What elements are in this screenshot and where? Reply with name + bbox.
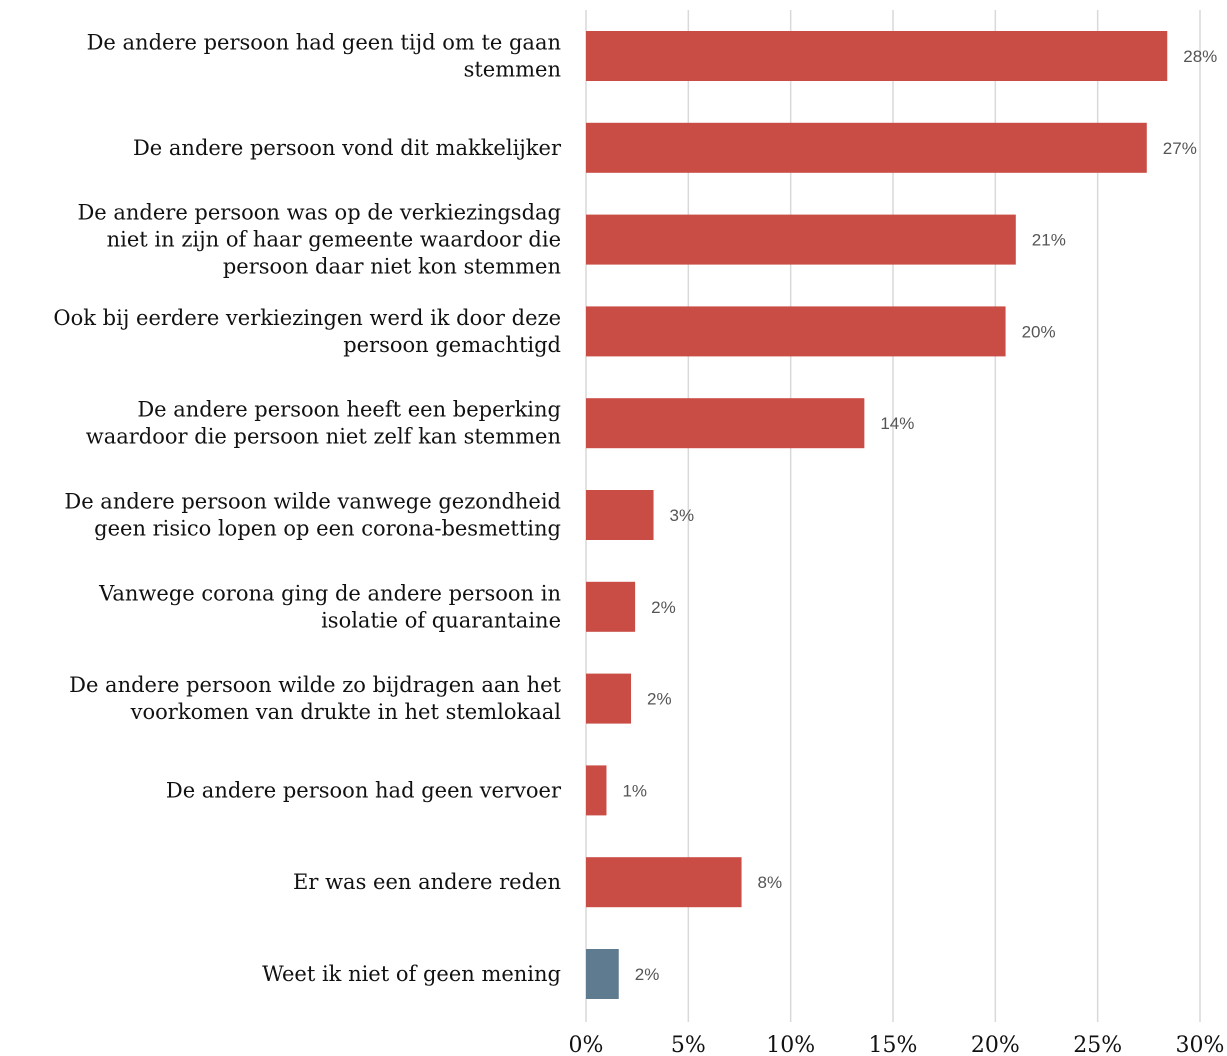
category-label: Ook bij eerdere verkiezingen werd ik doo… [53, 306, 561, 357]
category-label: De andere persoon wilde vanwege gezondhe… [64, 490, 561, 541]
category-label: De andere persoon heeft een beperking waa… [86, 398, 561, 449]
category-label-line: Er was een andere reden [293, 870, 561, 894]
category-label-line: isolatie of quarantaine [321, 608, 561, 632]
bar [586, 398, 865, 449]
data-label: 3% [670, 506, 695, 525]
x-tick-label: 25% [1073, 1033, 1122, 1056]
category-label-line: De andere persoon had geen vervoer [166, 778, 562, 802]
bar [586, 122, 1147, 173]
category-label-line: De andere persoon wilde vanwege gezondhe… [64, 490, 561, 514]
category-label-line: Vanwege corona ging de andere persoon in [98, 581, 561, 605]
category-label-line: De andere persoon was op de verkiezingsd… [77, 201, 561, 225]
bar [586, 581, 636, 632]
category-label: De andere persoon had geen vervoer [166, 778, 562, 802]
data-label: 2% [635, 965, 660, 984]
category-label: De andere persoon was op de verkiezingsd… [77, 201, 561, 279]
x-axis-ticks: 0% 5% 10% 15% 20% 25% 30% [569, 1033, 1225, 1056]
category-label-line: persoon gemachtigd [343, 333, 561, 357]
value-labels: 28% 27% 21% 20% 14% 3% 2% 2% 1% 8% 2% [622, 47, 1217, 984]
category-label: Vanwege corona ging de andere persoon in… [98, 581, 561, 632]
x-tick-label: 10% [766, 1033, 815, 1056]
data-label: 27% [1163, 139, 1197, 158]
category-label: De andere persoon had geen tijd om te ga… [87, 31, 561, 82]
category-label-line: niet in zijn of haar gemeente waardoor d… [107, 228, 561, 252]
category-label-line: voorkomen van drukte in het stemlokaal [130, 700, 562, 724]
category-label: Weet ik niet of geen mening [262, 962, 561, 986]
bar [586, 214, 1016, 265]
category-label-line: De andere persoon wilde zo bijdragen aan… [69, 673, 561, 697]
category-label-line: Ook bij eerdere verkiezingen werd ik doo… [53, 306, 561, 330]
data-label: 28% [1183, 47, 1217, 66]
category-label-line: stemmen [464, 58, 561, 82]
bar [586, 490, 654, 540]
category-label-line: De andere persoon vond dit makkelijker [133, 136, 562, 160]
data-label: 2% [651, 598, 676, 617]
category-label: De andere persoon vond dit makkelijker [133, 136, 562, 160]
gridlines [585, 10, 1201, 1022]
x-tick-label: 20% [971, 1033, 1020, 1056]
category-label-line: waardoor die persoon niet zelf kan stemm… [86, 425, 561, 449]
category-label: De andere persoon wilde zo bijdragen aan… [69, 673, 561, 724]
data-label: 20% [1022, 322, 1056, 341]
bar [586, 31, 1168, 81]
x-tick-label: 15% [869, 1033, 918, 1056]
bar [586, 949, 619, 999]
x-tick-label: 0% [569, 1033, 604, 1056]
data-label: 2% [647, 690, 672, 709]
bar [586, 765, 607, 816]
x-tick-label: 30% [1176, 1033, 1225, 1056]
category-label: Er was een andere reden [293, 870, 561, 894]
data-label: 1% [622, 781, 647, 800]
bar [586, 857, 742, 908]
x-tick-label: 5% [671, 1033, 706, 1056]
bar [586, 673, 632, 724]
category-label-line: De andere persoon had geen tijd om te ga… [87, 31, 561, 55]
category-label-line: Weet ik niet of geen mening [262, 962, 561, 986]
category-label-line: De andere persoon heeft een beperking [137, 398, 561, 422]
data-label: 14% [880, 414, 914, 433]
category-label-line: persoon daar niet kon stemmen [223, 255, 561, 279]
bar [586, 306, 1006, 357]
data-label: 21% [1032, 231, 1066, 250]
category-label-line: geen risico lopen op een corona-besmetti… [94, 517, 561, 541]
category-labels: De andere persoon had geen tijd om te ga… [53, 31, 562, 987]
data-label: 8% [758, 873, 783, 892]
bars [586, 31, 1168, 999]
